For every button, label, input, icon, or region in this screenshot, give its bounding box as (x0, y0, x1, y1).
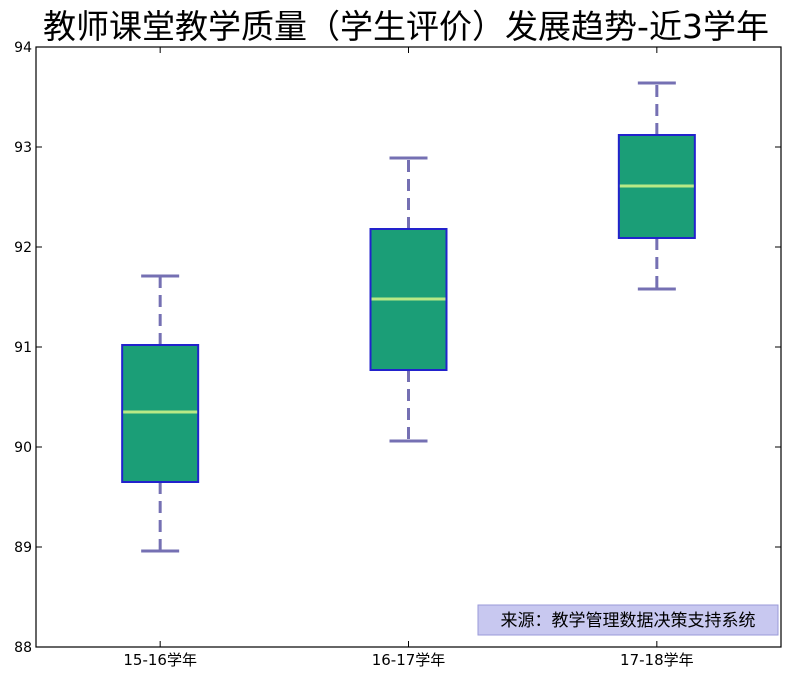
source-annotation: 来源：教学管理数据决策支持系统 (477, 604, 779, 636)
x-tick-label: 17-18学年 (620, 651, 694, 669)
box-group (369, 156, 448, 443)
y-tick-label: 91 (14, 340, 32, 356)
y-tick-label: 94 (14, 40, 32, 56)
y-tick-label: 89 (14, 540, 32, 556)
y-tick-label: 88 (14, 640, 32, 656)
y-tick-label: 93 (14, 140, 32, 156)
box-group (617, 81, 696, 291)
source-annotation-text: 来源：教学管理数据决策支持系统 (501, 611, 756, 631)
chart-title: 教师课堂教学质量（学生评价）发展趋势-近3学年 (43, 7, 769, 46)
y-tick-label: 90 (14, 440, 32, 456)
x-tick-label: 16-17学年 (372, 651, 446, 669)
x-tick-label: 15-16学年 (123, 651, 197, 669)
source-annotation-box (477, 604, 779, 636)
boxes-layer (121, 81, 696, 553)
axis-ticks: 88 89 90 91 92 93 94 15-16学年 16-17学年 17-18学年 (14, 40, 781, 669)
box-group (121, 274, 200, 553)
y-tick-label: 92 (14, 240, 32, 256)
